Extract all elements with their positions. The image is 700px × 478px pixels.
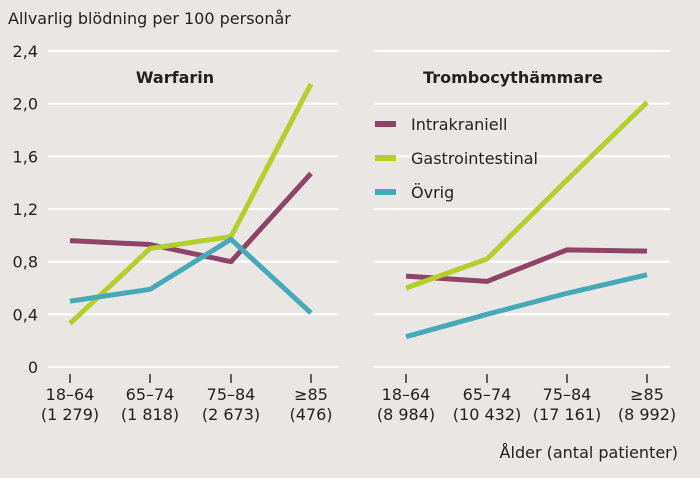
panel-title-warfarin: Warfarin [136,68,214,87]
x-tick-count: (10 432) [453,405,521,424]
y-tick-label: 0,8 [13,253,38,272]
y-tick-label: 2,4 [13,42,38,61]
x-tick-label: 18–64 [382,385,431,404]
panel-title-trombocythammare: Trombocythämmare [423,68,603,87]
series-line-intrakraniell [69,171,313,265]
x-tick-count: (1 279) [41,405,99,424]
series-line-övrig [405,272,648,340]
x-tick-count: (8 984) [377,405,435,424]
y-tick-label: 1,2 [13,200,38,219]
y-tick-label: 0 [28,358,38,377]
x-tick-label: 65–74 [463,385,512,404]
x-tick-label: ≥85 [294,385,328,404]
x-tick-count: (8 992) [618,405,676,424]
legend-label: Intrakraniell [411,115,507,134]
x-tick-label: 65–74 [126,385,175,404]
series-line-gastrointestinal [68,82,314,326]
series-line-gastrointestinal [405,100,649,291]
x-tick-count: (1 818) [121,405,179,424]
x-tick-label: 75–84 [207,385,256,404]
series-line-övrig [69,236,313,315]
series-line-intrakraniell [405,247,648,284]
y-tick-label: 2,0 [13,95,38,114]
x-axis-title: Ålder (antal patienter) [500,443,678,462]
y-axis-title: Allvarlig blödning per 100 personår [8,9,291,28]
x-tick-label: 18–64 [46,385,95,404]
y-tick-label: 0,4 [13,305,38,324]
x-tick-label: 75–84 [543,385,592,404]
legend-label: Övrig [411,183,454,202]
x-tick-count: (17 161) [533,405,601,424]
x-tick-label: ≥85 [630,385,664,404]
x-tick-count: (2 673) [202,405,260,424]
y-tick-label: 1,6 [13,147,38,166]
legend-label: Gastrointestinal [411,149,538,168]
x-tick-count: (476) [289,405,332,424]
